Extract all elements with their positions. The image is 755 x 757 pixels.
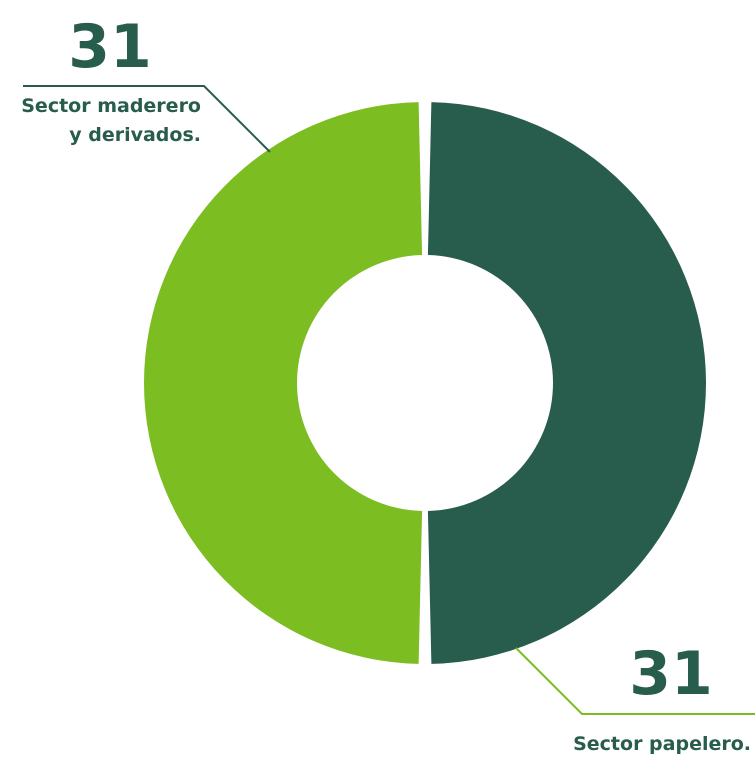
- value-label-sector-papelero: 31: [629, 639, 713, 709]
- leader-line-sector-maderero: [23, 85, 271, 153]
- category-label-sector-papelero: Sector papelero.: [573, 733, 751, 755]
- category-label-sector-maderero-line-1: Sector maderero: [21, 95, 201, 117]
- leader-line-sector-papelero: [515, 647, 755, 715]
- slice-sector-papelero: [427, 102, 706, 664]
- category-label-sector-maderero-line-2: y derivados.: [69, 124, 201, 146]
- value-label-sector-maderero: 31: [68, 12, 152, 82]
- slice-sector-maderero: [144, 102, 423, 664]
